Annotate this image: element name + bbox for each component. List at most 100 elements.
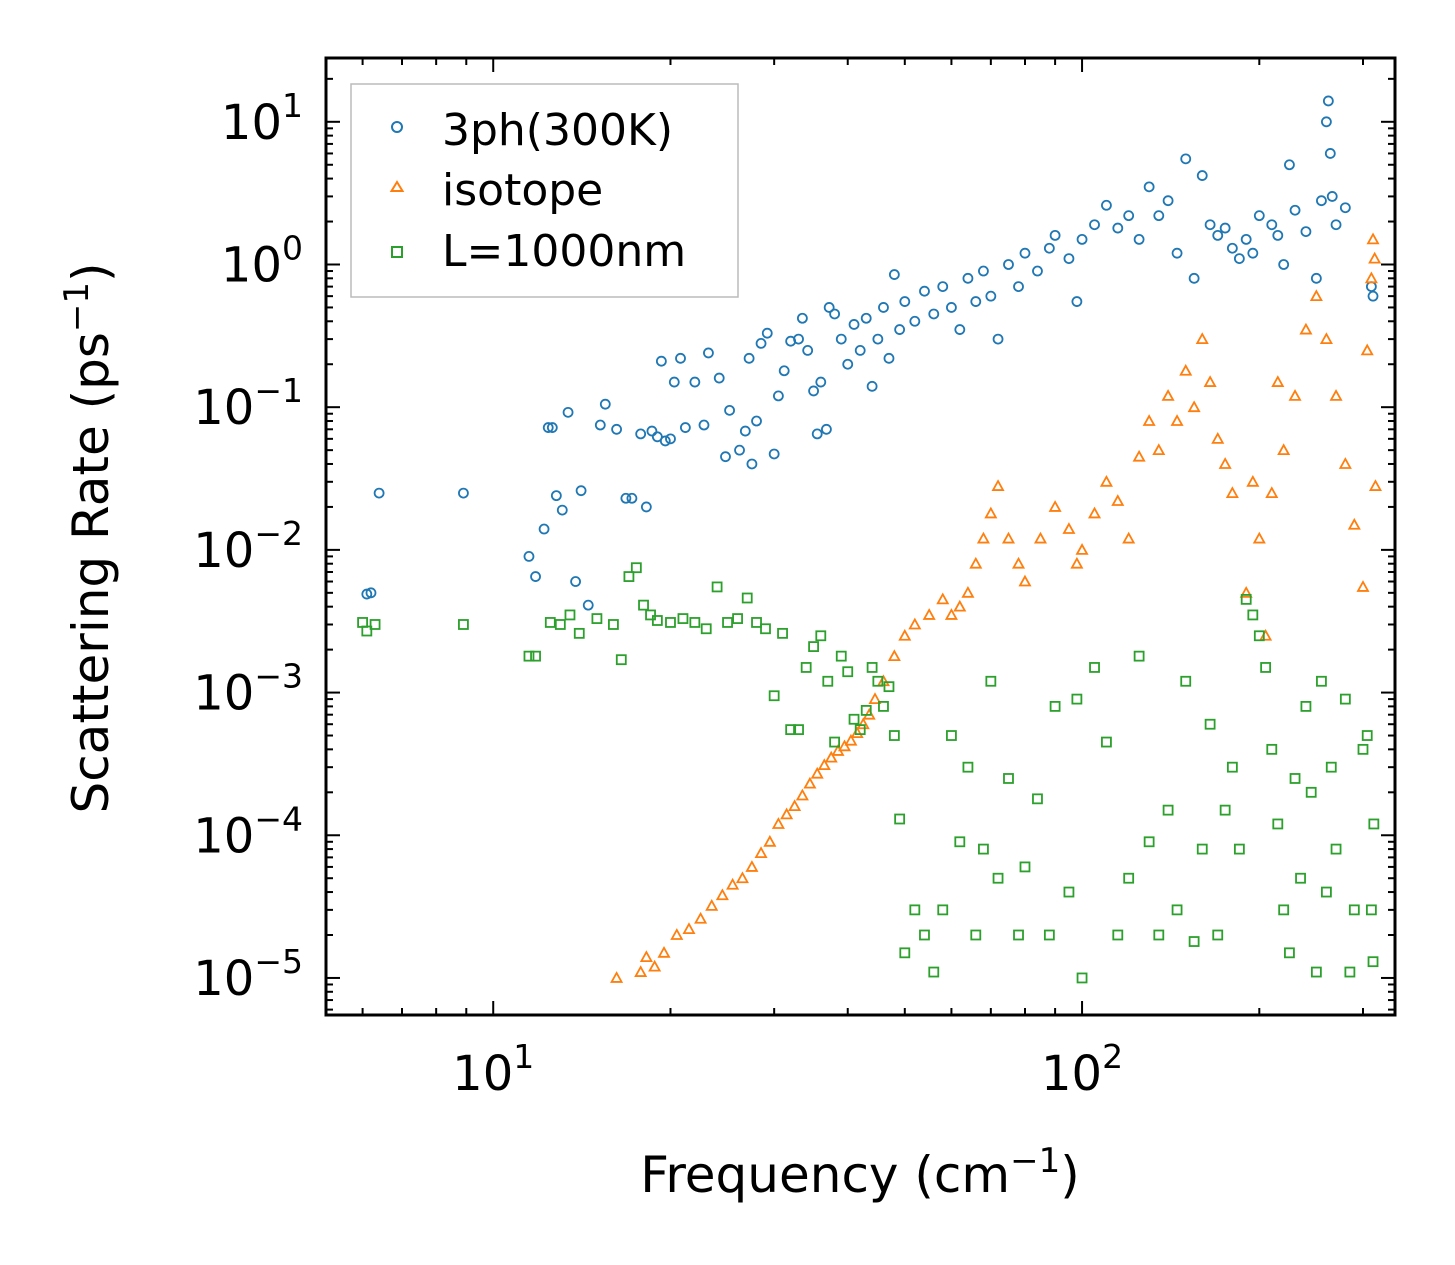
- data-point: [978, 843, 989, 855]
- data-point: [550, 490, 562, 502]
- data-point: [1143, 836, 1155, 848]
- data-point: [1266, 743, 1278, 755]
- data-point: [1032, 793, 1043, 805]
- data-point: [630, 562, 642, 574]
- data-point: [1330, 219, 1342, 231]
- data-point: [1240, 593, 1252, 605]
- data-point: [961, 585, 975, 598]
- data-point: [909, 315, 921, 327]
- y-tick-label: 10−2: [193, 514, 303, 579]
- data-point: [523, 551, 535, 562]
- data-point: [872, 333, 884, 345]
- data-point: [1162, 804, 1174, 816]
- data-point: [1329, 389, 1343, 401]
- plot-frame: [324, 56, 1397, 1017]
- legend-marker-l1000nm: [391, 246, 403, 258]
- data-point: [1357, 743, 1369, 755]
- data-point: [608, 619, 619, 630]
- data-point: [1188, 272, 1200, 284]
- data-point: [842, 358, 854, 370]
- data-point: [1019, 247, 1031, 259]
- data-point: [1123, 210, 1135, 222]
- data-point: [726, 877, 740, 890]
- data-point: [1071, 296, 1083, 307]
- data-point: [1123, 872, 1135, 884]
- data-point: [1111, 494, 1125, 506]
- data-point: [829, 736, 841, 748]
- data-point: [1133, 233, 1145, 245]
- data-point: [732, 613, 743, 624]
- data-point: [835, 333, 847, 345]
- data-point: [1320, 886, 1332, 898]
- x-tick-label: 101: [452, 1037, 534, 1102]
- data-point: [523, 650, 535, 662]
- data-point: [815, 376, 827, 388]
- data-point: [1277, 443, 1291, 456]
- data-point: [651, 615, 663, 626]
- data-point: [1339, 693, 1351, 705]
- data-point: [698, 419, 710, 431]
- data-point: [1247, 247, 1259, 259]
- data-point: [803, 776, 817, 789]
- data-point: [1310, 966, 1322, 978]
- data-point: [373, 487, 385, 499]
- data-point: [821, 423, 832, 435]
- data-point: [741, 592, 753, 604]
- data-point: [1076, 233, 1088, 245]
- data-point: [894, 813, 906, 825]
- data-point: [1049, 700, 1061, 712]
- data-point: [1153, 929, 1165, 941]
- data-point: [1368, 818, 1380, 830]
- data-point: [610, 971, 624, 983]
- data-point: [829, 308, 841, 320]
- data-point: [992, 333, 1004, 345]
- data-point: [735, 871, 749, 884]
- data-point: [1219, 222, 1231, 234]
- data-point: [1289, 773, 1301, 784]
- data-point: [1309, 289, 1323, 302]
- data-point: [1310, 272, 1322, 284]
- data-point: [1013, 929, 1024, 941]
- data-point: [1003, 773, 1014, 784]
- data-point: [888, 269, 900, 280]
- data-point: [1278, 904, 1290, 916]
- data-point: [1265, 486, 1279, 498]
- data-point: [944, 608, 958, 620]
- legend-label-3ph: 3ph(300K): [442, 105, 673, 156]
- data-point: [1272, 229, 1284, 241]
- data-point: [573, 627, 585, 639]
- data-point: [1326, 191, 1338, 202]
- data-point: [734, 444, 745, 456]
- data-point: [1075, 543, 1089, 555]
- data-point: [808, 385, 819, 397]
- data-point: [883, 352, 895, 364]
- data-point: [640, 501, 652, 513]
- data-point: [751, 617, 762, 628]
- data-point: [1252, 531, 1266, 544]
- data-point: [908, 617, 922, 630]
- data-point: [1325, 761, 1337, 773]
- data-point: [1364, 271, 1378, 284]
- data-point: [745, 860, 759, 872]
- data-point: [646, 425, 658, 437]
- data-point: [802, 345, 814, 356]
- data-point: [689, 376, 701, 388]
- data-point: [1330, 843, 1342, 855]
- series-0: [361, 95, 1379, 611]
- data-point: [1161, 389, 1175, 401]
- data-point: [796, 312, 808, 324]
- data-point: [842, 666, 854, 678]
- data-point: [992, 872, 1004, 884]
- data-point: [837, 739, 852, 752]
- data-point: [854, 345, 866, 356]
- data-point: [1212, 929, 1224, 941]
- data-point: [1356, 580, 1370, 592]
- data-point: [768, 448, 780, 460]
- data-point: [761, 327, 773, 339]
- data-point: [919, 285, 930, 297]
- data-point: [1233, 253, 1245, 264]
- data-point: [1001, 531, 1016, 544]
- data-point: [1284, 159, 1295, 171]
- data-point: [991, 479, 1005, 491]
